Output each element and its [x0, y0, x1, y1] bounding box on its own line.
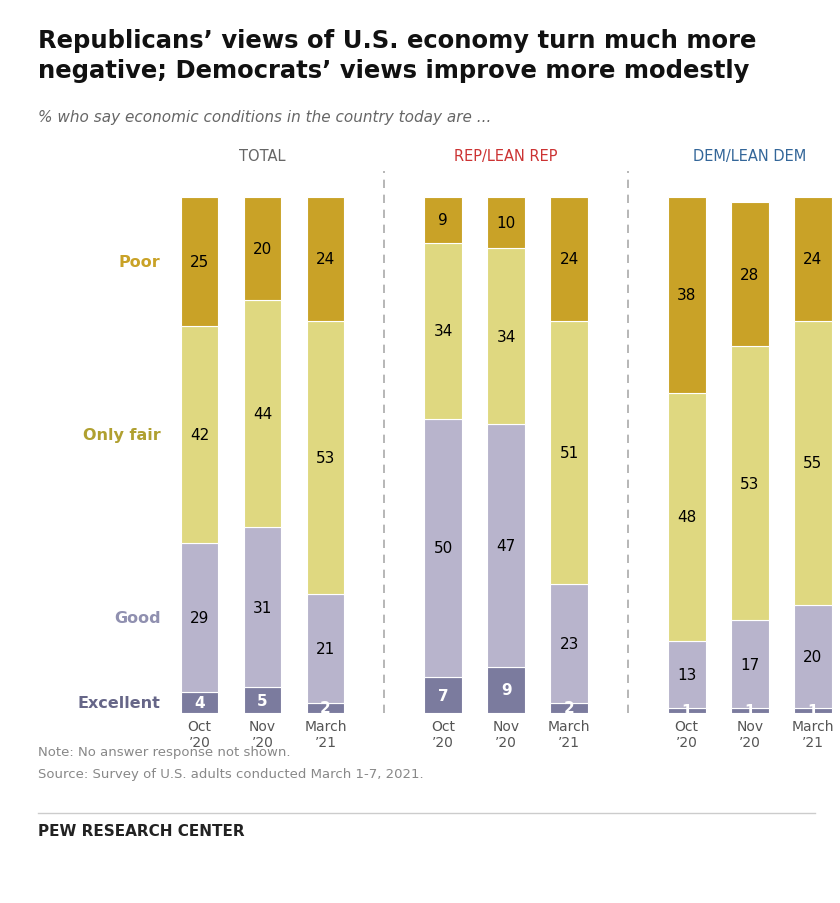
Bar [424, 677, 462, 713]
Text: 34: 34 [496, 330, 516, 344]
Bar [794, 198, 832, 321]
Bar [668, 708, 706, 713]
Text: 2: 2 [564, 701, 575, 716]
Text: 28: 28 [740, 267, 759, 283]
Bar [181, 543, 218, 693]
Bar [424, 419, 462, 677]
Bar [307, 703, 344, 713]
Bar [244, 687, 281, 713]
Text: 48: 48 [677, 510, 696, 525]
Bar [244, 527, 281, 687]
Text: Only fair: Only fair [82, 427, 160, 442]
Title: DEM/LEAN DEM: DEM/LEAN DEM [693, 148, 806, 163]
Bar [181, 198, 218, 326]
Text: 34: 34 [433, 324, 453, 339]
Text: PEW RESEARCH CENTER: PEW RESEARCH CENTER [38, 824, 244, 839]
Text: 44: 44 [253, 406, 272, 422]
Bar [181, 693, 218, 713]
Text: 55: 55 [803, 456, 822, 470]
Bar [731, 708, 769, 713]
Bar [550, 703, 588, 713]
Text: Excellent: Excellent [77, 695, 160, 711]
Bar [487, 667, 525, 713]
Bar [668, 641, 706, 708]
Bar [550, 321, 588, 584]
Text: % who say economic conditions in the country today are ...: % who say economic conditions in the cou… [38, 110, 491, 126]
Text: 53: 53 [740, 476, 759, 491]
Bar [794, 605, 832, 708]
Text: 9: 9 [501, 683, 512, 698]
Text: 42: 42 [190, 427, 209, 442]
Text: 9: 9 [438, 213, 448, 228]
Text: Good: Good [113, 610, 160, 626]
Text: 1: 1 [807, 703, 818, 718]
Text: 13: 13 [677, 667, 696, 682]
Text: 7: 7 [438, 688, 449, 703]
Text: 21: 21 [316, 641, 335, 656]
Bar [487, 198, 525, 249]
Text: 24: 24 [316, 252, 335, 266]
Bar [794, 708, 832, 713]
Text: 31: 31 [253, 600, 272, 615]
Bar [244, 198, 281, 301]
Bar [550, 198, 588, 321]
Title: TOTAL: TOTAL [239, 148, 286, 163]
Text: 2: 2 [320, 701, 331, 716]
Bar [731, 347, 769, 620]
Text: 23: 23 [559, 637, 579, 651]
Bar [731, 202, 769, 347]
Bar [307, 198, 344, 321]
Text: Source: Survey of U.S. adults conducted March 1-7, 2021.: Source: Survey of U.S. adults conducted … [38, 768, 423, 780]
Bar [307, 595, 344, 703]
Text: 38: 38 [677, 288, 696, 303]
Text: 50: 50 [433, 541, 453, 555]
Text: 5: 5 [257, 693, 268, 708]
Text: 25: 25 [190, 255, 209, 269]
Text: 4: 4 [194, 695, 205, 711]
Bar [668, 394, 706, 641]
Bar [487, 424, 525, 667]
Text: 1: 1 [744, 703, 755, 718]
Text: Republicans’ views of U.S. economy turn much more
negative; Democrats’ views imp: Republicans’ views of U.S. economy turn … [38, 29, 756, 82]
Text: 51: 51 [559, 445, 579, 461]
Text: 20: 20 [253, 241, 272, 256]
Bar [424, 244, 462, 419]
Text: Poor: Poor [118, 255, 160, 269]
Bar [668, 198, 706, 394]
Text: 53: 53 [316, 451, 335, 465]
Text: 10: 10 [496, 216, 516, 230]
Bar [307, 321, 344, 595]
Text: 24: 24 [803, 252, 822, 266]
Bar [181, 326, 218, 543]
Bar [244, 301, 281, 527]
Title: REP/LEAN REP: REP/LEAN REP [454, 148, 558, 163]
Text: 29: 29 [190, 610, 209, 626]
Text: Note: No answer response not shown.: Note: No answer response not shown. [38, 745, 291, 758]
Text: 47: 47 [496, 538, 516, 554]
Text: 17: 17 [740, 656, 759, 672]
Bar [487, 249, 525, 424]
Bar [550, 584, 588, 703]
Text: 20: 20 [803, 649, 822, 664]
Text: 24: 24 [559, 252, 579, 266]
Bar [424, 198, 462, 244]
Bar [731, 620, 769, 708]
Bar [794, 321, 832, 605]
Text: 1: 1 [681, 703, 692, 718]
